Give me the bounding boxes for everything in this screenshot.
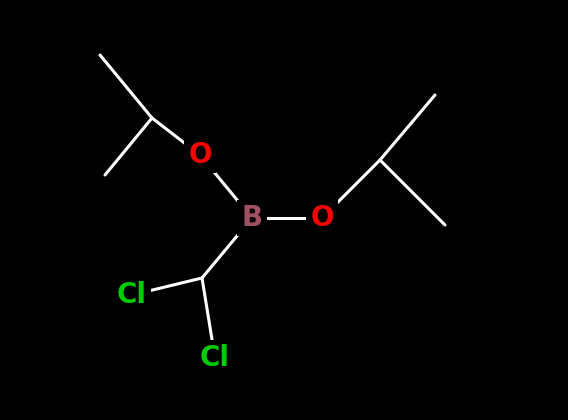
Text: Cl: Cl — [200, 344, 230, 372]
Text: O: O — [188, 141, 212, 169]
Text: B: B — [241, 204, 262, 232]
Text: Cl: Cl — [117, 281, 147, 309]
Text: O: O — [310, 204, 334, 232]
